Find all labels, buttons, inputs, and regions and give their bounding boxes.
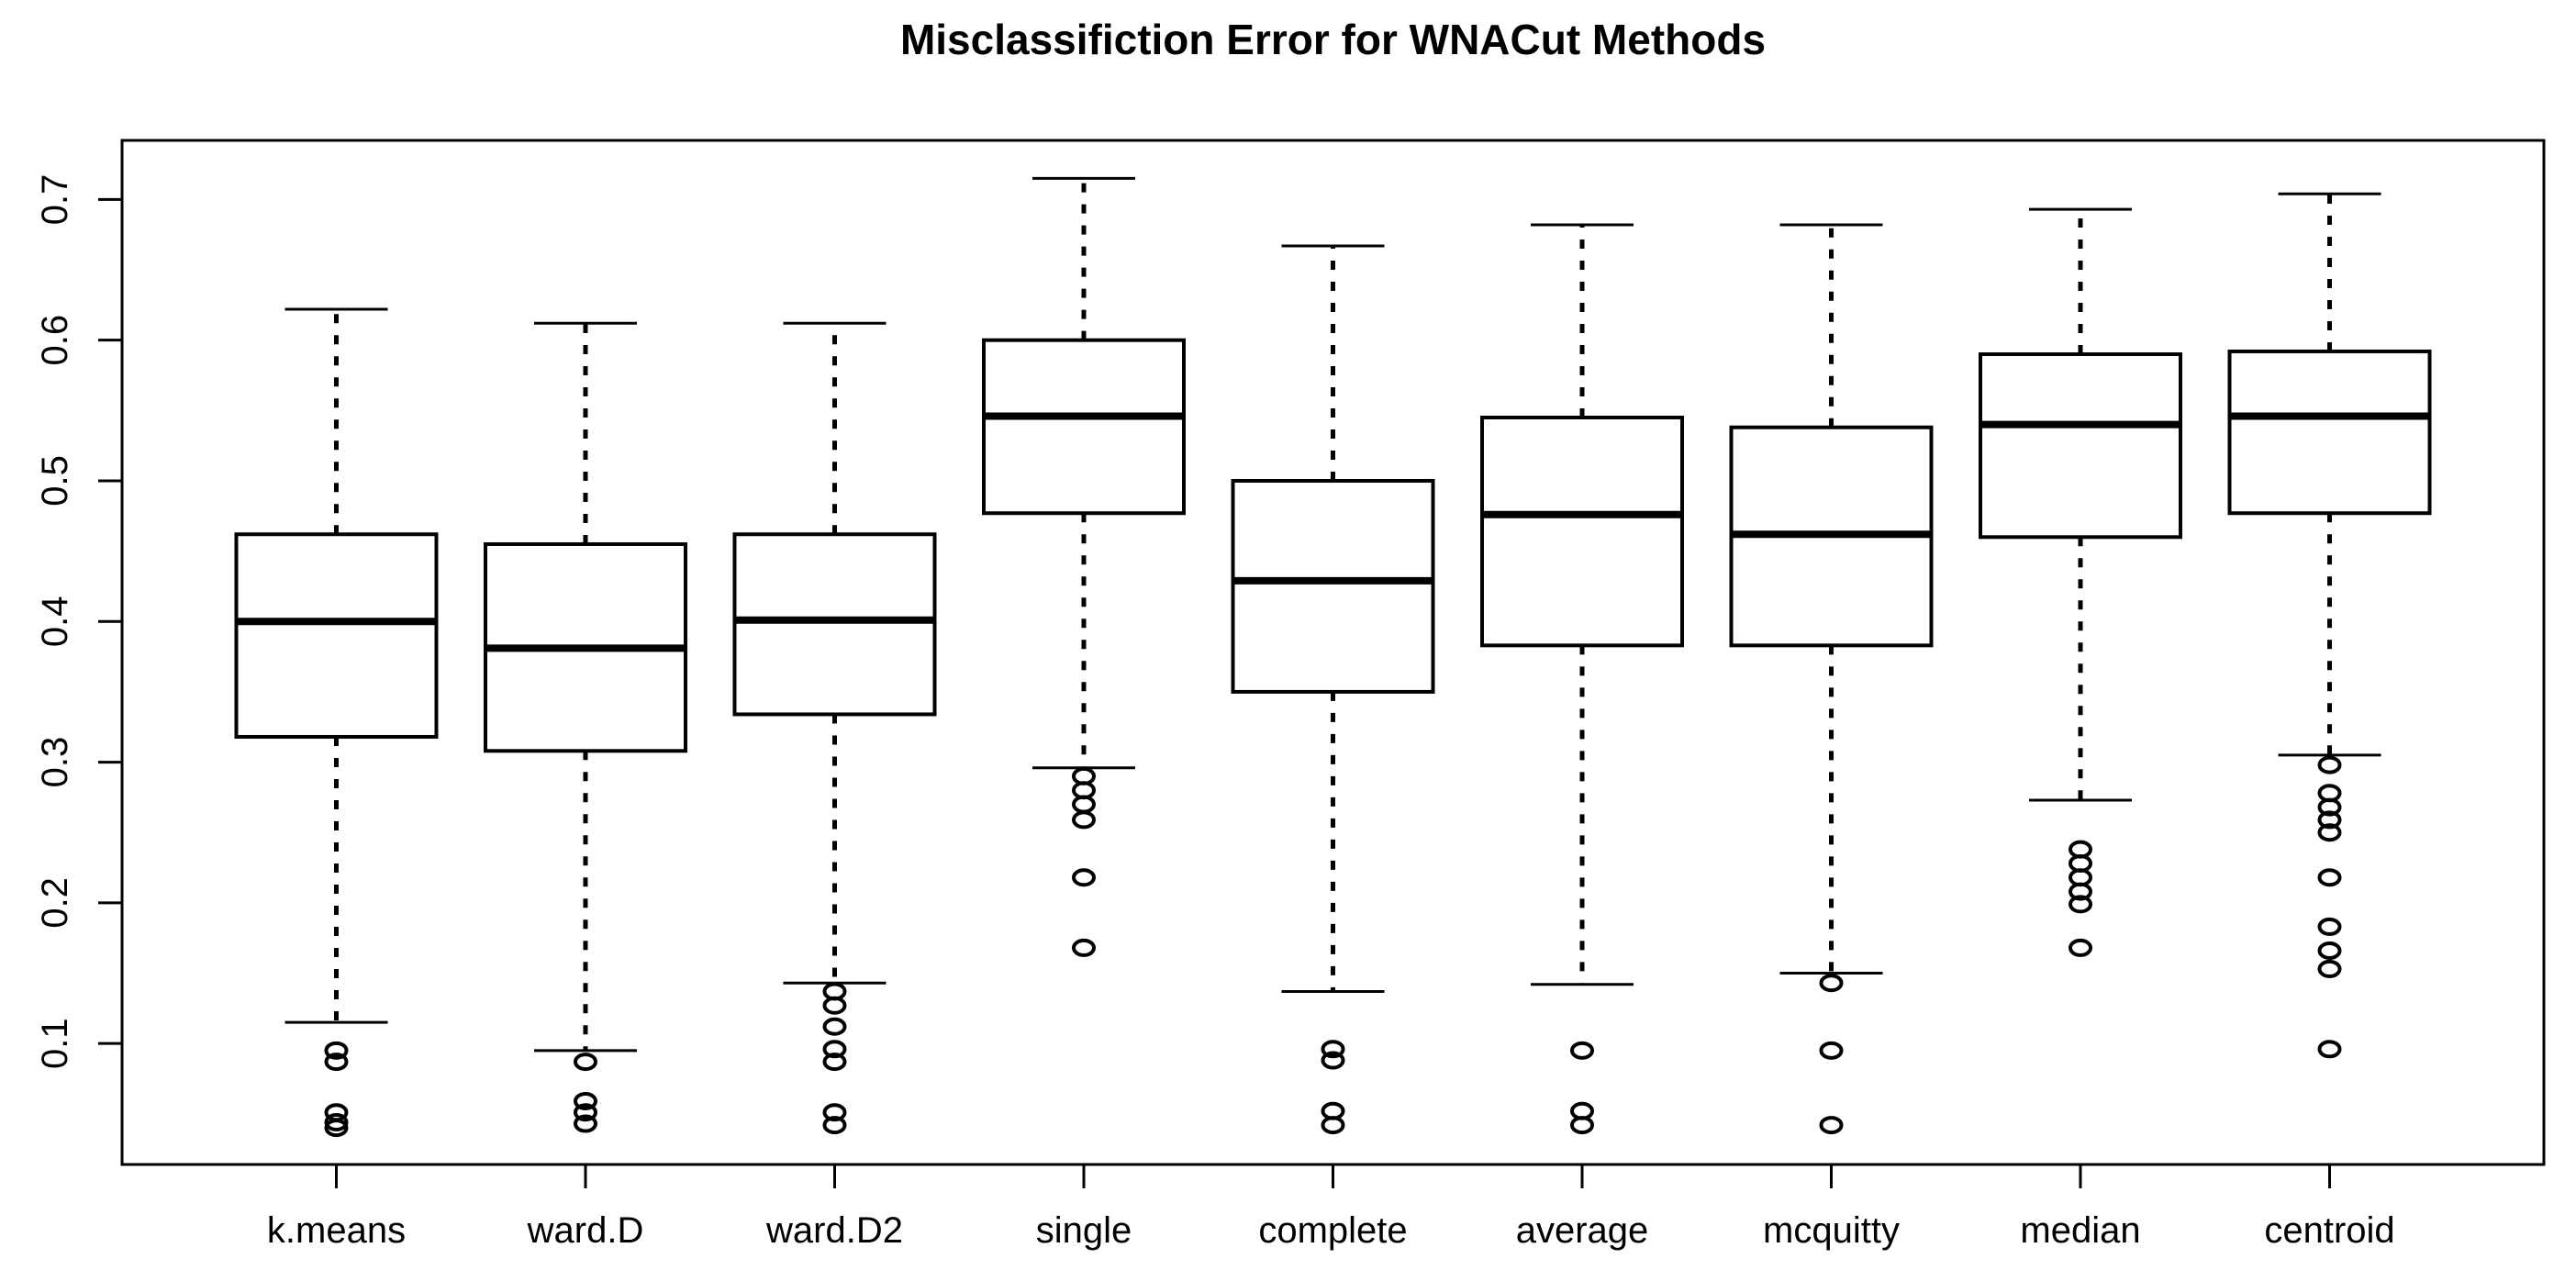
box-iqr bbox=[2227, 349, 2432, 516]
y-axis-tick-label: 0.5 bbox=[35, 455, 75, 507]
outlier-point bbox=[1819, 974, 1844, 993]
outlier-point bbox=[2317, 959, 2342, 978]
outlier-point bbox=[1071, 868, 1096, 887]
y-axis-tick-label: 0.6 bbox=[35, 315, 75, 366]
box-ward.D2 bbox=[732, 321, 937, 1135]
box-iqr bbox=[1231, 478, 1435, 694]
y-axis-tick-label: 0.4 bbox=[35, 596, 75, 647]
y-axis-tick-label: 0.1 bbox=[35, 1018, 75, 1069]
outlier-point bbox=[573, 1053, 597, 1072]
outlier-point bbox=[2069, 938, 2093, 957]
outlier-point bbox=[573, 1092, 597, 1111]
outlier-point bbox=[1819, 1116, 1844, 1135]
x-axis-category-label: ward.D bbox=[527, 1210, 644, 1251]
box-median bbox=[1979, 207, 2183, 957]
box-single bbox=[981, 176, 1186, 957]
box-ward.D bbox=[483, 321, 687, 1133]
outlier-point bbox=[2317, 868, 2342, 887]
box-iqr bbox=[732, 532, 937, 717]
outlier-point bbox=[1570, 1116, 1595, 1135]
outlier-point bbox=[324, 1119, 349, 1138]
outlier-point bbox=[1570, 1041, 1595, 1060]
outlier-point bbox=[1321, 1040, 1345, 1059]
outlier-point bbox=[573, 1114, 597, 1133]
y-axis-tick-label: 0.3 bbox=[35, 737, 75, 788]
box-k.means bbox=[234, 307, 439, 1138]
outlier-point bbox=[2317, 1040, 2342, 1059]
outlier-point bbox=[2317, 941, 2342, 960]
outlier-point bbox=[324, 1053, 349, 1072]
outlier-point bbox=[324, 1041, 349, 1060]
box-average bbox=[1480, 223, 1685, 1135]
x-axis-category-label: complete bbox=[1258, 1210, 1407, 1251]
outlier-point bbox=[1321, 1116, 1345, 1135]
outlier-point bbox=[2317, 823, 2342, 842]
chart-title: Misclassifiction Error for WNACut Method… bbox=[899, 16, 1767, 63]
outlier-point bbox=[2317, 797, 2342, 817]
box-iqr bbox=[1979, 352, 2183, 540]
x-axis-category-label: centroid bbox=[2264, 1210, 2394, 1251]
outlier-point bbox=[2069, 895, 2093, 914]
box-mcquitty bbox=[1729, 223, 1934, 1135]
x-axis-category-label: average bbox=[1516, 1210, 1649, 1251]
x-axis-category-label: mcquitty bbox=[1763, 1210, 1900, 1251]
outlier-point bbox=[822, 1053, 847, 1072]
y-axis-tick-label: 0.7 bbox=[35, 174, 75, 226]
x-axis-category-label: single bbox=[1036, 1210, 1132, 1251]
outlier-point bbox=[822, 1017, 847, 1036]
outlier-point bbox=[822, 1116, 847, 1135]
box-iqr bbox=[981, 338, 1186, 516]
outlier-point bbox=[1071, 810, 1096, 830]
outlier-point bbox=[1071, 938, 1096, 957]
outlier-point bbox=[822, 1040, 847, 1059]
outlier-point bbox=[822, 1103, 847, 1122]
x-axis-category-label: k.means bbox=[267, 1210, 406, 1251]
outlier-point bbox=[1819, 1041, 1844, 1060]
x-axis-category-label: ward.D2 bbox=[765, 1210, 903, 1251]
x-axis-category-label: median bbox=[2020, 1210, 2140, 1251]
outlier-point bbox=[2317, 755, 2342, 774]
outlier-point bbox=[2317, 810, 2342, 830]
outlier-point bbox=[1321, 1051, 1345, 1070]
box-iqr bbox=[234, 532, 439, 739]
outlier-point bbox=[573, 1103, 597, 1122]
outlier-point bbox=[2317, 917, 2342, 936]
box-centroid bbox=[2227, 192, 2432, 1059]
outlier-point bbox=[822, 996, 847, 1015]
y-axis-tick-label: 0.2 bbox=[35, 877, 75, 929]
outlier-point bbox=[2069, 882, 2093, 901]
outlier-point bbox=[324, 1113, 349, 1132]
box-iqr bbox=[1480, 415, 1685, 648]
box-complete bbox=[1231, 244, 1435, 1135]
